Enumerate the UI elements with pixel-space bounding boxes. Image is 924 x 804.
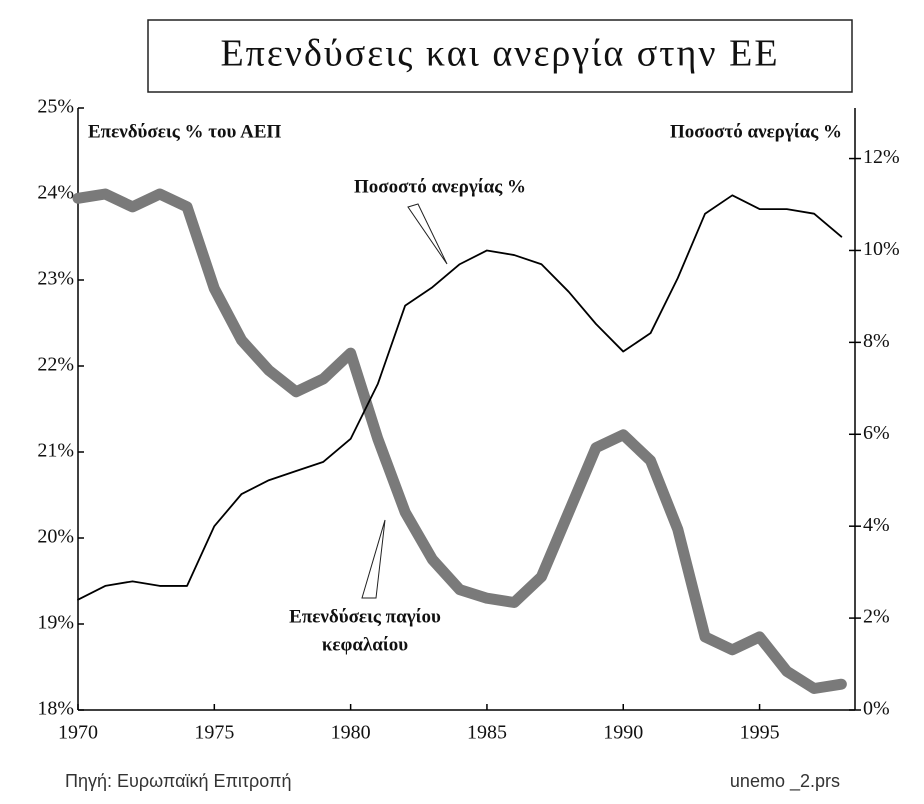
file-name: unemo _2.prs: [730, 771, 840, 792]
y2-tick-label: 12%: [863, 146, 900, 168]
series-line: [77, 194, 843, 601]
title-box: [147, 19, 853, 93]
x-tick-label: 1975: [194, 722, 234, 744]
y-tick-label: 19%: [37, 612, 74, 634]
y-tick-label: 24%: [37, 182, 74, 204]
x-tick-label: 1985: [467, 722, 507, 744]
pointer: [407, 203, 448, 265]
y2-tick-label: 10%: [863, 238, 900, 260]
annotation: Ποσοστό ανεργίας %: [354, 176, 526, 197]
y2-tick-label: 6%: [863, 422, 890, 444]
x-tick-label: 1990: [603, 722, 643, 744]
series-line: [72, 188, 847, 694]
chart-title: Επενδύσεις και ανεργία στην ΕΕ: [220, 33, 779, 75]
y-tick-label: 20%: [37, 526, 74, 548]
y2-tick-label: 2%: [863, 606, 890, 628]
y-tick-label: 23%: [37, 268, 74, 290]
y2-tick-label: 4%: [863, 514, 890, 536]
y-tick-label: 22%: [37, 354, 74, 376]
y-tick-label: 18%: [37, 698, 74, 720]
y2-axis-caption: Ποσοστό ανεργίας %: [670, 121, 842, 142]
y-tick-label: 25%: [37, 96, 74, 118]
annotation: Επενδύσεις παγίου: [289, 606, 441, 627]
y-axis-caption: Επενδύσεις % του ΑΕΠ: [88, 121, 281, 142]
y2-tick-label: 8%: [863, 330, 890, 352]
x-tick-label: 1970: [58, 722, 98, 744]
pointer: [361, 519, 386, 599]
x-tick-label: 1980: [331, 722, 371, 744]
y2-tick-label: 0%: [863, 698, 890, 720]
y-tick-label: 21%: [37, 440, 74, 462]
x-tick-label: 1995: [740, 722, 780, 744]
source: Πηγή: Ευρωπαϊκή Επιτροπή: [65, 771, 291, 791]
annotation: κεφαλαίου: [322, 634, 408, 655]
